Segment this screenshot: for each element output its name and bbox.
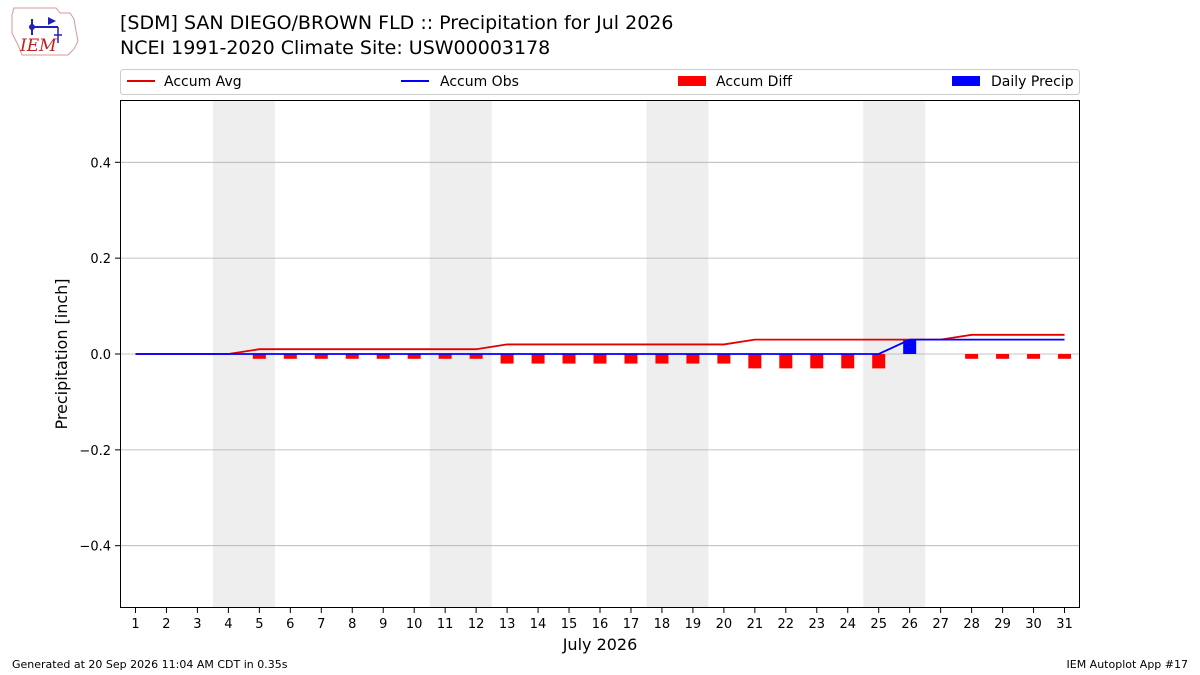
x-tick-label-10: 10: [406, 617, 423, 632]
y-axis-label: Precipitation [inch]: [52, 278, 71, 429]
x-tick-label-24: 24: [839, 617, 856, 632]
x-axis-label: July 2026: [562, 635, 638, 654]
x-tick-label-17: 17: [623, 617, 640, 632]
x-tick-label-31: 31: [1056, 617, 1073, 632]
legend-swatch-daily-precip: [952, 76, 980, 86]
y-tick-label-4: 0.4: [90, 156, 111, 171]
legend-label-accum-avg: Accum Avg: [164, 74, 242, 90]
accum-diff-bar-6: [283, 354, 297, 359]
x-tick-label-8: 8: [348, 617, 356, 632]
y-tick-label-0: −0.4: [79, 540, 111, 555]
x-tick-label-25: 25: [870, 617, 887, 632]
accum-diff-bar-14: [531, 354, 545, 364]
x-tick-label-14: 14: [530, 617, 547, 632]
x-tick-label-5: 5: [255, 617, 263, 632]
generated-timestamp: Generated at 20 Sep 2026 11:04 AM CDT in…: [12, 658, 288, 671]
daily-precip-bar-26: [903, 339, 917, 354]
accum-diff-bar-10: [407, 354, 421, 359]
legend-label-daily-precip: Daily Precip: [991, 74, 1074, 90]
x-tick-label-13: 13: [499, 617, 516, 632]
x-tick-label-11: 11: [437, 617, 454, 632]
x-tick-label-12: 12: [468, 617, 485, 632]
accum-diff-bar-20: [717, 354, 731, 364]
accum-diff-bar-29: [996, 354, 1010, 359]
accum-diff-bar-31: [1058, 354, 1072, 359]
x-tick-label-22: 22: [778, 617, 795, 632]
x-tick-label-26: 26: [901, 617, 918, 632]
accum-diff-bar-30: [1027, 354, 1041, 359]
legend-label-accum-diff: Accum Diff: [716, 74, 792, 90]
accum-diff-bar-11: [438, 354, 452, 359]
bars: [252, 339, 1072, 369]
x-tick-label-28: 28: [963, 617, 980, 632]
accum-diff-bar-21: [748, 354, 762, 369]
accum-diff-bar-17: [624, 354, 638, 364]
accum-diff-bar-18: [655, 354, 669, 364]
accum-diff-bar-16: [593, 354, 607, 364]
x-ticks: 1 2 3 4 5 6 7 8 9 10 11 12 13 14 15 16 17 18 19 20 21 22 23 24 2…: [131, 608, 1073, 632]
y-tick-label-3: 0.2: [90, 252, 111, 267]
legend-swatch-accum-diff: [678, 76, 706, 86]
accum-diff-bar-7: [314, 354, 328, 359]
x-tick-label-7: 7: [317, 617, 325, 632]
x-tick-label-16: 16: [592, 617, 609, 632]
x-tick-label-30: 30: [1025, 617, 1042, 632]
iem-logo: IEM: [11, 7, 79, 56]
x-tick-label-18: 18: [654, 617, 671, 632]
chart-subtitle: NCEI 1991-2020 Climate Site: USW00003178: [120, 37, 551, 59]
series-lines: [135, 333, 1065, 355]
accum-diff-bar-28: [965, 354, 979, 359]
x-tick-label-21: 21: [747, 617, 764, 632]
accum-diff-bar-23: [810, 354, 824, 369]
x-tick-label-19: 19: [685, 617, 702, 632]
y-tick-label-1: −0.2: [79, 444, 111, 459]
accum-diff-bar-13: [500, 354, 514, 364]
app-label: IEM Autoplot App #17: [1066, 658, 1189, 671]
x-tick-label-29: 29: [994, 617, 1011, 632]
accum-obs-line: [135, 338, 1065, 355]
accum-diff-bar-15: [562, 354, 576, 364]
y-tick-label-2: 0.0: [90, 348, 111, 363]
plot-frame: [120, 100, 1080, 608]
x-tick-label-23: 23: [809, 617, 826, 632]
accum-diff-bar-8: [345, 354, 359, 359]
x-tick-label-3: 3: [193, 617, 201, 632]
chart-title: [SDM] SAN DIEGO/BROWN FLD :: Precipitati…: [120, 12, 674, 34]
accum-diff-bar-5: [252, 354, 266, 359]
y-ticks: −0.4 −0.2 0.0 0.2 0.4: [79, 156, 120, 555]
x-tick-label-2: 2: [162, 617, 170, 632]
x-tick-label-4: 4: [224, 617, 232, 632]
x-tick-label-20: 20: [716, 617, 733, 632]
legend-box: [120, 69, 1080, 95]
accum-diff-bar-22: [779, 354, 793, 369]
x-tick-label-15: 15: [561, 617, 578, 632]
accum-diff-bar-12: [469, 354, 483, 359]
x-tick-label-9: 9: [379, 617, 387, 632]
accum-diff-bar-25: [872, 354, 886, 369]
x-tick-label-6: 6: [286, 617, 294, 632]
x-tick-label-27: 27: [932, 617, 949, 632]
legend: Accum Avg Accum Obs Accum Diff Daily Pre…: [120, 69, 1080, 95]
accum-diff-bar-9: [376, 354, 390, 359]
accum-diff-bar-24: [841, 354, 855, 369]
accum-diff-bar-19: [686, 354, 700, 364]
legend-label-accum-obs: Accum Obs: [440, 74, 519, 90]
logo-text: IEM: [19, 36, 57, 56]
x-tick-label-1: 1: [131, 617, 139, 632]
